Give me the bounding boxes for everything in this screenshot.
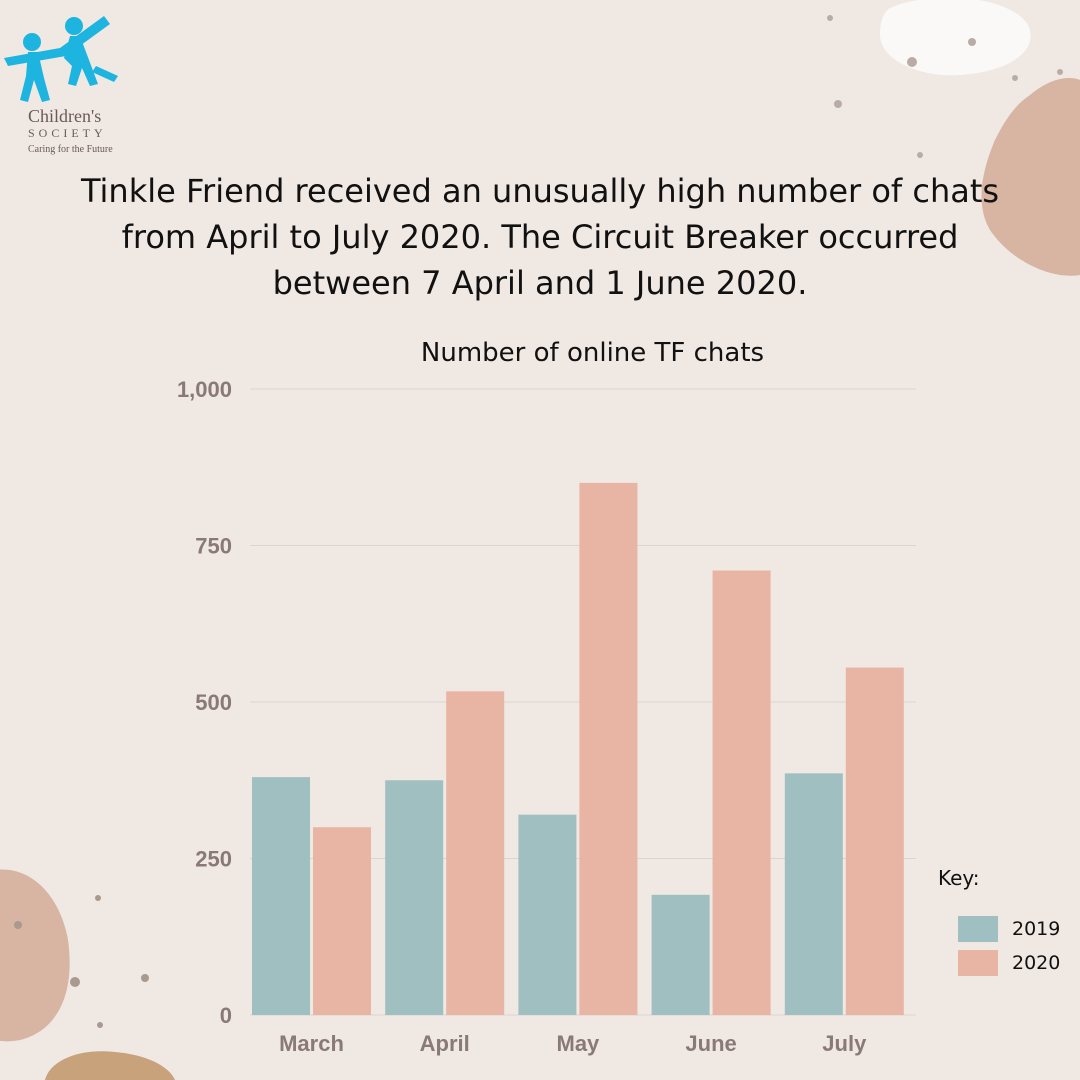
bar-2020-june — [712, 570, 771, 1015]
bar-2019-may — [518, 814, 577, 1015]
bar-2019-april — [385, 780, 444, 1015]
legend: Key: 2019 2020 — [938, 866, 1068, 986]
x-tick-label: July — [822, 1031, 867, 1056]
legend-title: Key: — [938, 866, 980, 890]
y-tick-label: 500 — [195, 690, 232, 715]
bar-2019-june — [651, 894, 710, 1015]
bar-2020-april — [446, 691, 505, 1015]
logo-tagline: Caring for the Future — [28, 144, 113, 155]
bar-2020-march — [313, 827, 371, 1015]
x-axis-ticks: March April May June July — [279, 1031, 867, 1056]
legend-label-2019: 2019 — [1012, 918, 1061, 940]
legend-label-2020: 2020 — [1012, 952, 1061, 974]
bars — [252, 482, 904, 1015]
bar-2019-march — [252, 777, 310, 1015]
legend-item-2019: 2019 — [958, 916, 1068, 942]
x-tick-label: May — [557, 1031, 601, 1056]
y-tick-label: 250 — [195, 847, 232, 872]
legend-swatch-2019 — [958, 916, 998, 942]
legend-swatch-2020 — [958, 950, 998, 976]
x-tick-label: April — [420, 1031, 470, 1056]
children-figures-icon — [4, 16, 118, 102]
x-tick-label: June — [685, 1031, 736, 1056]
bar-2019-july — [784, 773, 843, 1015]
childrens-society-logo: Children's SOCIETY Caring for the Future — [0, 8, 140, 158]
logo-name-line2: SOCIETY — [28, 126, 107, 140]
y-tick-label: 1,000 — [177, 377, 232, 402]
bar-2020-may — [579, 482, 638, 1015]
bar-2020-july — [845, 667, 904, 1015]
headline: Tinkle Friend received an unusually high… — [80, 172, 1000, 302]
legend-item-2020: 2020 — [958, 950, 1068, 976]
chart-title: Number of online TF chats — [420, 338, 765, 368]
x-tick-label: March — [279, 1031, 344, 1056]
y-tick-label: 750 — [195, 534, 232, 559]
y-tick-label: 0 — [220, 1003, 232, 1028]
logo-name: Children's — [28, 106, 102, 126]
y-axis-ticks: 0 250 500 750 1,000 — [177, 377, 232, 1028]
